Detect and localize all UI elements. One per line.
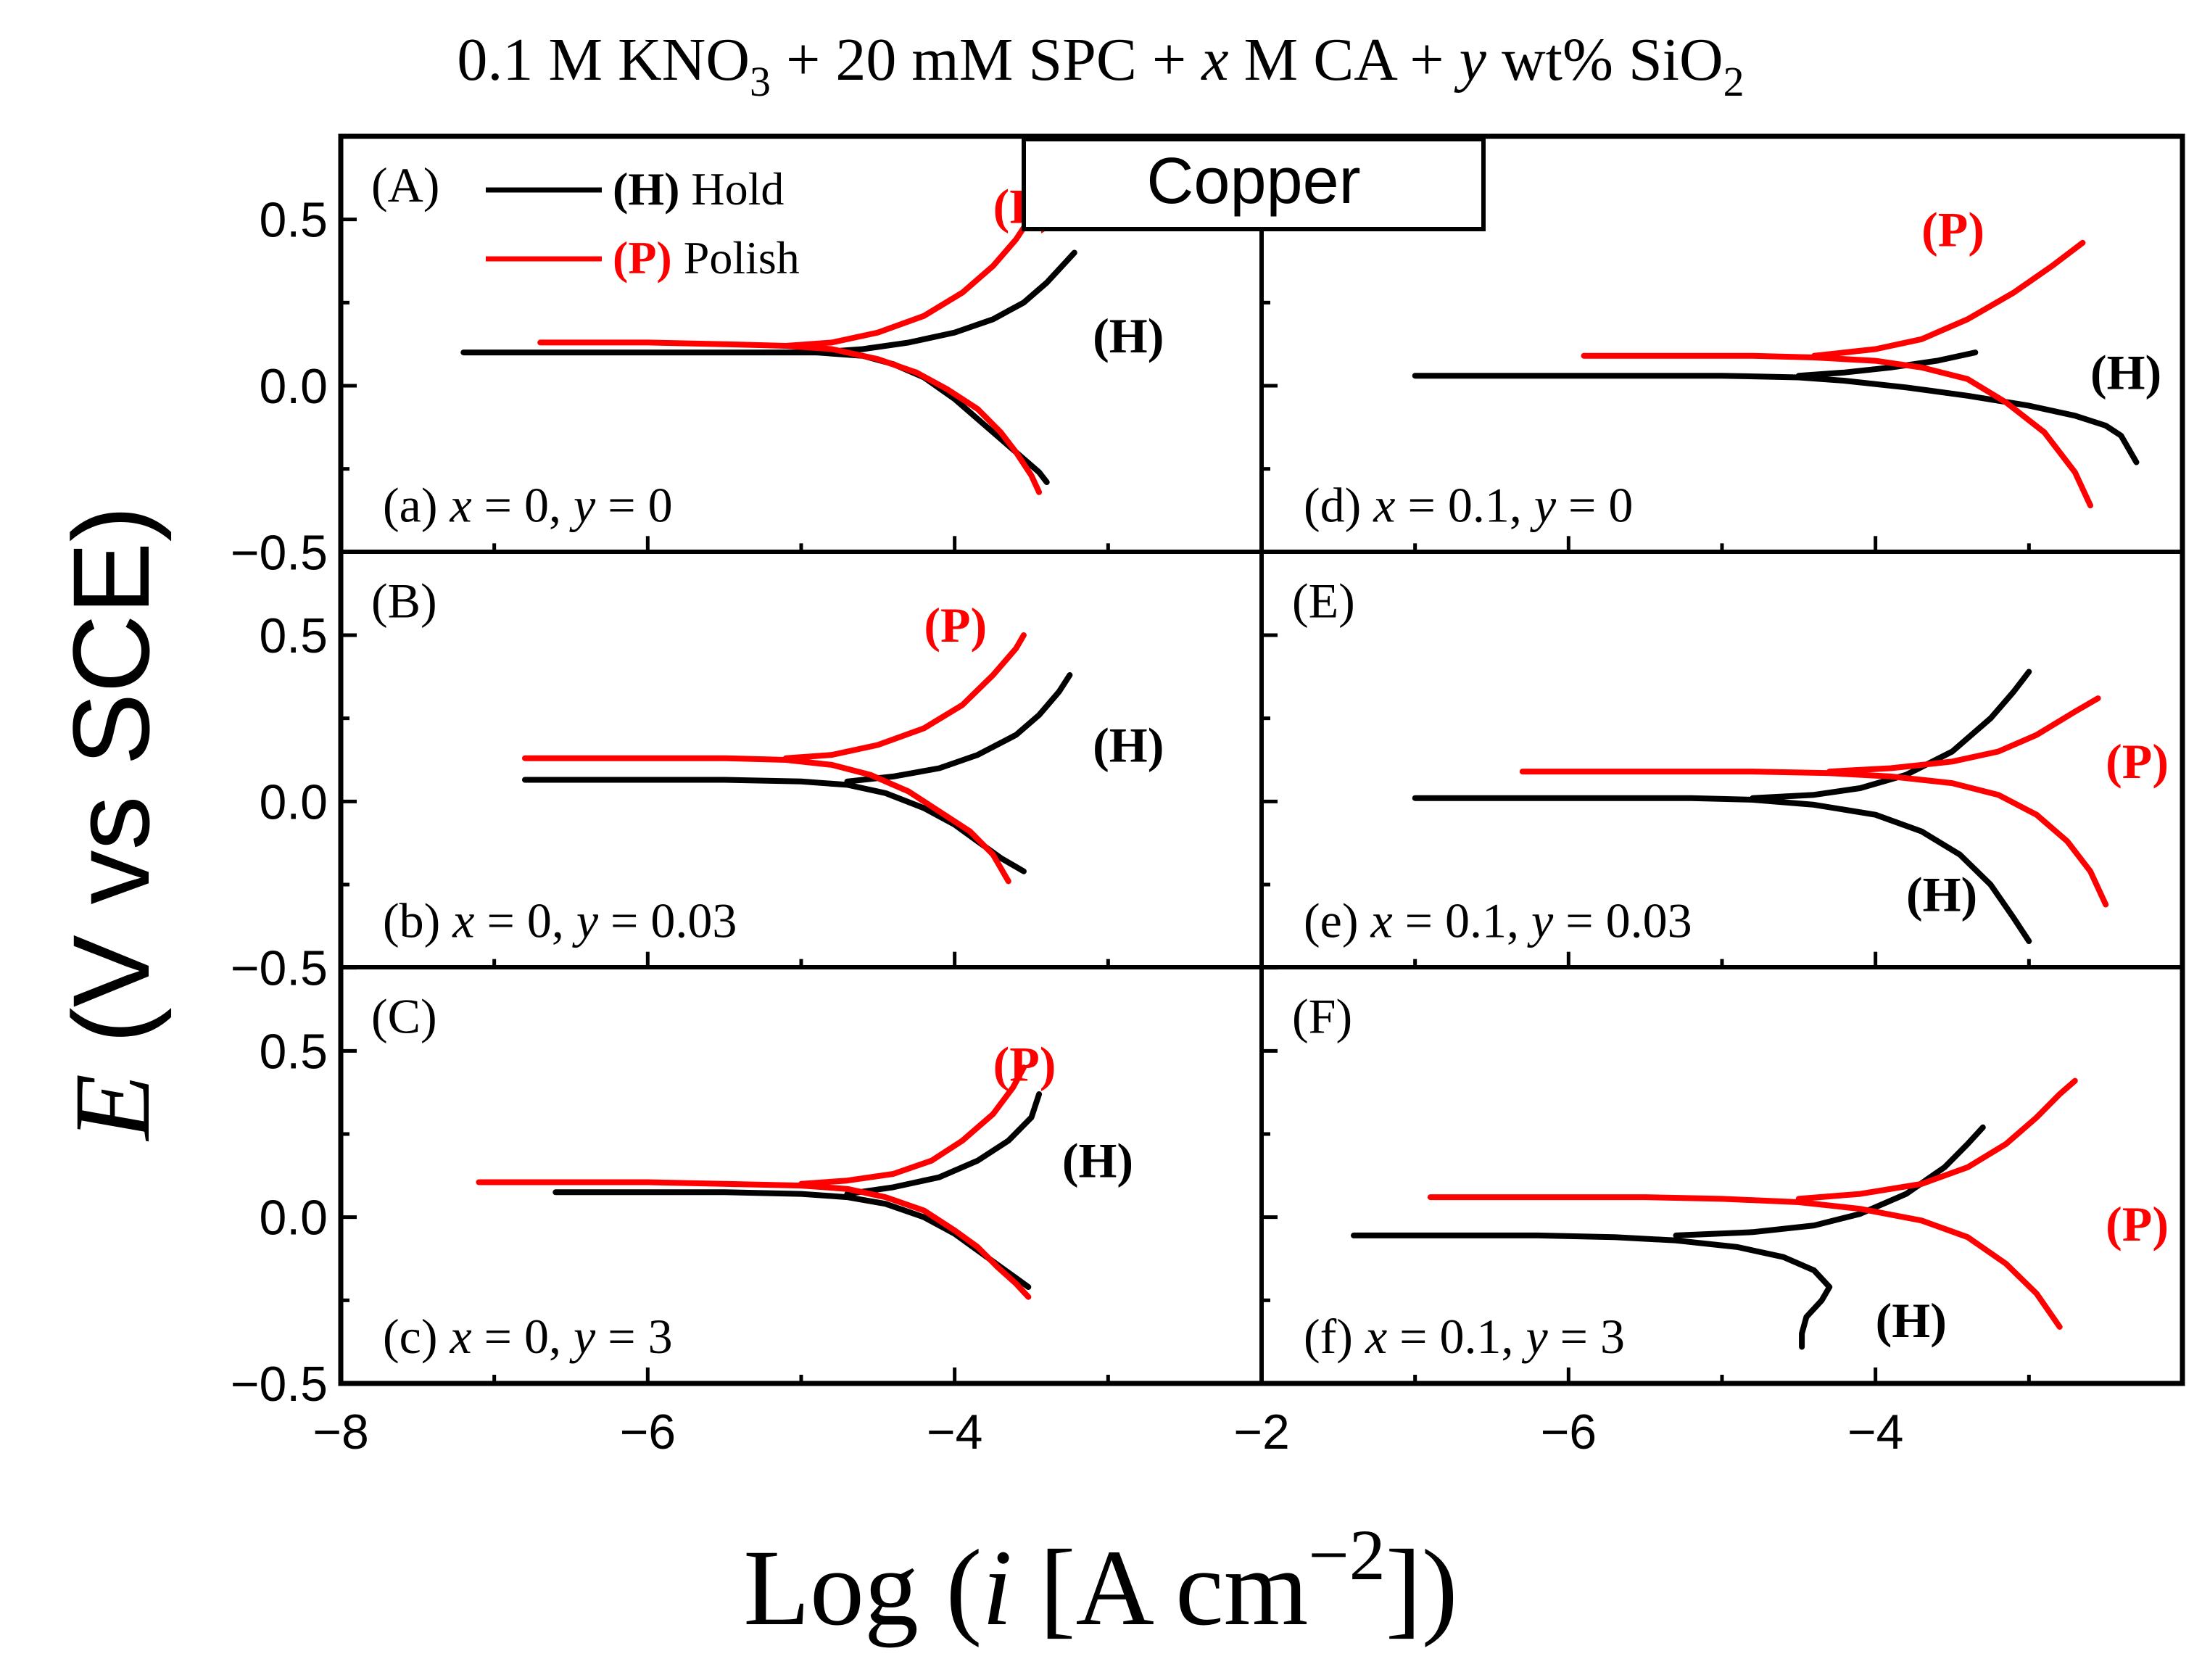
label-hold: (H) (1093, 308, 1164, 363)
panel-letter: (B) (371, 573, 437, 628)
x-tick-labels: −8 −6 −4 −2 −6 −4 (312, 1404, 1903, 1460)
panel-b: (B) (b) x = 0, y = 0.03 (H) (P) (341, 573, 1164, 970)
x-tick-label: −4 (927, 1404, 983, 1460)
material-box: Copper (1022, 137, 1486, 231)
label-hold: (H) (1876, 1293, 1947, 1348)
series-polish-branch-1 (1519, 769, 2109, 908)
series-hold-branch-1 (1351, 1232, 1833, 1350)
legend-polish-label: (P) Polish (613, 232, 800, 284)
series-polish-branch-1 (476, 1179, 1032, 1300)
series-polish-branch-2 (782, 213, 1035, 349)
x-tick-label: −2 (1233, 1404, 1290, 1460)
y-tick-label: 0.5 (259, 193, 328, 248)
label-hold: (H) (1093, 717, 1164, 772)
panel-condition: (b) x = 0, y = 0.03 (383, 893, 737, 948)
series-polish-branch-1 (522, 755, 1011, 885)
series-polish-branch-2 (1826, 695, 2101, 775)
y-tick-label: 0.5 (259, 608, 328, 663)
y-axis-label: E (V vs SCE) (50, 505, 173, 1141)
series-hold-branch-1 (522, 777, 1027, 874)
series-hold-branch-2 (844, 672, 1073, 785)
panel-f: (F) (f) x = 0.1, y = 3 (H) (P) (1262, 989, 2169, 1386)
series-polish-branch-1 (1581, 352, 2093, 509)
label-hold: (H) (2090, 345, 2161, 400)
series-polish-branch-2 (1795, 1077, 2078, 1202)
panel-e: (E) (e) x = 0.1, y = 0.03 (H) (P) (1262, 573, 2169, 970)
series-polish-branch-2 (798, 1064, 1027, 1187)
series-polish-branch-2 (1811, 239, 2086, 359)
label-polish: (P) (2106, 1196, 2169, 1251)
panel-letter: (F) (1292, 989, 1352, 1044)
label-polish: (P) (993, 1037, 1056, 1092)
x-tick-label: −6 (620, 1404, 676, 1460)
material-label: Copper (1146, 145, 1360, 218)
series-hold-branch-1 (1412, 373, 2140, 465)
panel-condition: (a) x = 0, y = 0 (383, 477, 673, 532)
y-tick-label: −0.5 (231, 941, 328, 996)
panel-c: (C) (c) x = 0, y = 3 (H)(P) (341, 989, 1133, 1386)
legend: (H) Hold (P) Polish (486, 163, 800, 284)
series-hold-branch-2 (814, 249, 1077, 356)
panel-grid: (A)(a) x = 0, y = 0(H)(P)(B)(b) x = 0, y… (341, 157, 2169, 1386)
x-tick-label: −4 (1847, 1404, 1904, 1460)
series-hold-branch-1 (552, 1189, 1032, 1290)
series-hold-branch-2 (1673, 1124, 1986, 1238)
legend-hold-label: (H) Hold (613, 163, 784, 215)
label-polish: (P) (1921, 202, 1984, 257)
label-hold: (H) (1062, 1133, 1133, 1188)
label-polish: (P) (924, 597, 987, 653)
panel-letter: (A) (371, 157, 439, 212)
panel-letter: (C) (371, 989, 437, 1044)
y-tick-label: −0.5 (231, 1357, 328, 1412)
x-tick-label: −8 (312, 1404, 369, 1460)
series-polish-branch-2 (782, 632, 1027, 761)
label-polish: (P) (2106, 734, 2169, 789)
series-hold-branch-1 (1412, 795, 2032, 944)
x-axis-label: Log (i [A cm−2]) (743, 1515, 1457, 1648)
y-tick-label: 0.0 (259, 1191, 328, 1246)
y-tick-label: 0.5 (259, 1024, 328, 1079)
panel-condition: (d) x = 0.1, y = 0 (1304, 477, 1633, 532)
panel-condition: (f) x = 0.1, y = 3 (1304, 1309, 1625, 1364)
y-tick-labels: 0.5 0.0 −0.5 0.5 0.0 −0.5 0.5 0.0 −0.5 (231, 193, 328, 1412)
material-box-frame (1022, 137, 1486, 231)
series-hold-branch-1 (460, 349, 1050, 485)
series-polish-branch-1 (537, 339, 1043, 495)
series-hold-branch-2 (844, 1091, 1043, 1197)
figure-title: 0.1 M KNO3 + 20 mM SPC + x M CA + y wt% … (457, 26, 1744, 105)
panel-letter: (E) (1292, 573, 1355, 628)
y-tick-label: 0.0 (259, 774, 328, 829)
x-tick-label: −6 (1541, 1404, 1597, 1460)
label-hold: (H) (1906, 867, 1977, 922)
panel-condition: (c) x = 0, y = 3 (383, 1309, 673, 1364)
y-tick-label: 0.0 (259, 359, 328, 414)
panel-condition: (e) x = 0.1, y = 0.03 (1304, 893, 1692, 948)
series-polish-branch-1 (1427, 1194, 2063, 1330)
y-tick-label: −0.5 (231, 525, 328, 580)
series-hold-branch-2 (1795, 349, 1979, 379)
